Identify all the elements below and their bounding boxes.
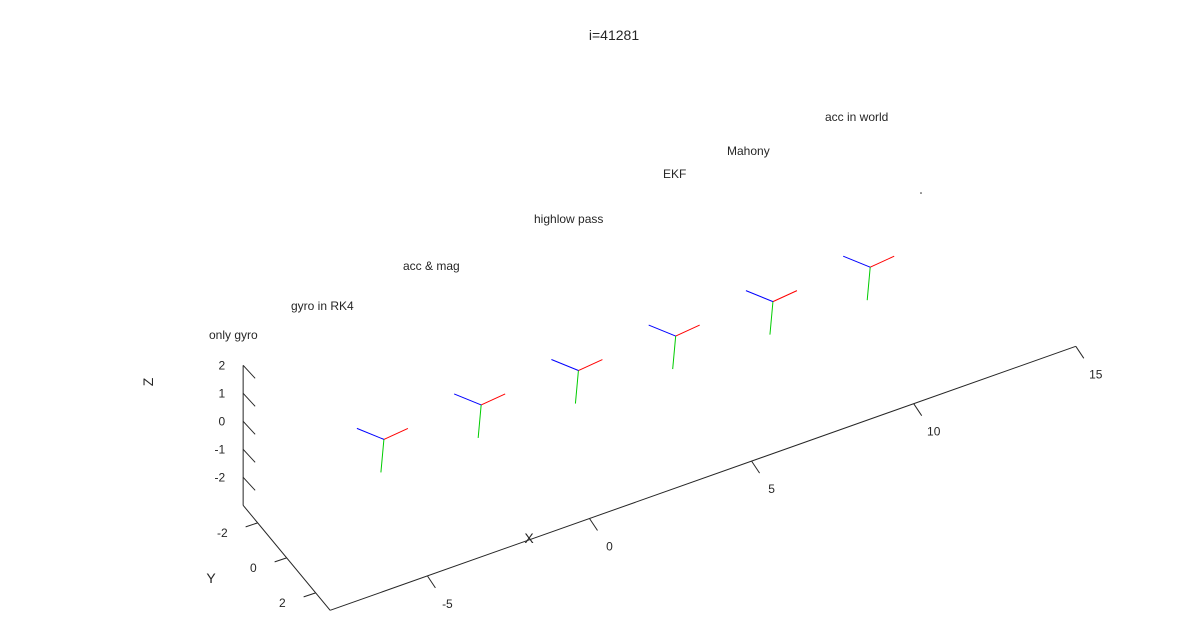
- x-tick-mark: [426, 575, 436, 589]
- z-axis-label: Z: [140, 377, 156, 386]
- frame-triad: [843, 255, 895, 301]
- y-tick-label: -2: [217, 526, 228, 540]
- method-label: EKF: [663, 167, 686, 181]
- z-tick-label: -2: [214, 470, 225, 484]
- x-tick-mark: [589, 518, 598, 531]
- triad-z-axis: [648, 324, 676, 337]
- z-tick-mark: [242, 365, 256, 379]
- x-tick-label: -5: [442, 597, 453, 611]
- x-axis-line: [329, 345, 1076, 611]
- frame-triads: [356, 255, 895, 473]
- y-tick-mark: [245, 522, 258, 528]
- y-tick-label: 2: [279, 596, 286, 610]
- x-tick-label: 15: [1089, 367, 1103, 381]
- triad-y-axis: [866, 267, 871, 301]
- data-dot: [920, 192, 922, 194]
- triad-y-axis: [769, 301, 774, 335]
- frame-triad: [551, 359, 603, 404]
- frame-triad: [648, 324, 700, 370]
- triad-y-axis: [380, 439, 385, 473]
- frame-triad: [745, 290, 798, 335]
- triad-x-axis: [675, 324, 700, 337]
- triad-z-axis: [745, 290, 774, 303]
- method-label: Mahony: [727, 144, 770, 158]
- triad-z-axis: [453, 393, 482, 406]
- z-tick-mark: [242, 421, 256, 435]
- method-label: acc & mag: [403, 259, 460, 273]
- triad-y-axis: [574, 370, 579, 404]
- method-label: highlow pass: [534, 212, 603, 226]
- triad-x-axis: [383, 427, 409, 440]
- triad-z-axis: [551, 359, 579, 371]
- axis-ticks: -5 0 5 10 15 -2 0 2 -2 -1 0 1 2: [214, 346, 1103, 611]
- z-tick-mark: [242, 449, 256, 463]
- method-labels: only gyro gyro in RK4 acc & mag highlow pas…: [209, 110, 888, 342]
- x-tick-label: 10: [927, 425, 941, 439]
- x-tick-label: 5: [768, 482, 775, 496]
- x-axis-label: X: [524, 530, 534, 546]
- x-tick-mark: [913, 403, 923, 416]
- z-tick-label: 1: [218, 386, 225, 400]
- y-tick-mark: [303, 592, 316, 598]
- triad-x-axis: [869, 255, 895, 268]
- y-tick-label: 0: [250, 561, 257, 575]
- axes-box: [242, 345, 1076, 611]
- triad-z-axis: [356, 427, 385, 440]
- z-tick-mark: [242, 393, 256, 407]
- z-tick-label: 2: [218, 358, 225, 372]
- z-tick-label: -1: [214, 442, 225, 456]
- y-tick-mark: [274, 557, 287, 563]
- method-label: only gyro: [209, 328, 258, 342]
- method-label: acc in world: [825, 110, 888, 124]
- frame-triad: [453, 393, 506, 439]
- x-tick-mark: [1075, 346, 1085, 359]
- z-tick-mark: [242, 477, 256, 491]
- triad-z-axis: [843, 255, 871, 268]
- x-tick-mark: [751, 460, 761, 474]
- triad-x-axis: [578, 359, 603, 371]
- triad-x-axis: [772, 290, 798, 303]
- triad-y-axis: [672, 336, 677, 370]
- x-tick-label: 0: [606, 540, 613, 554]
- y-axis-label: Y: [206, 570, 216, 586]
- method-label: gyro in RK4: [291, 299, 354, 313]
- triad-x-axis: [480, 393, 506, 406]
- triad-y-axis: [477, 404, 482, 439]
- frame-triad: [356, 427, 409, 473]
- z-tick-label: 0: [218, 414, 225, 428]
- plot-title: i=41281: [589, 27, 639, 43]
